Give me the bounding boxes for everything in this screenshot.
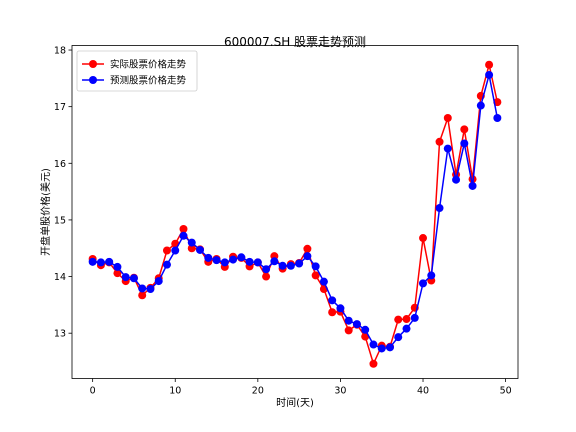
legend-marker-1: [89, 76, 97, 84]
data-point: [485, 60, 494, 69]
legend-label-0: 实际股票价格走势: [110, 59, 187, 71]
data-point: [196, 245, 205, 254]
data-point: [369, 340, 378, 349]
data-point: [295, 259, 304, 268]
data-point: [303, 244, 312, 253]
data-point: [245, 257, 254, 266]
data-point: [485, 70, 494, 79]
plot-frame: [71, 45, 519, 379]
data-point: [344, 326, 353, 335]
data-point: [394, 315, 403, 324]
data-point: [402, 315, 411, 324]
data-point: [443, 144, 452, 153]
data-point: [402, 324, 411, 333]
data-point: [237, 253, 246, 262]
data-point: [270, 257, 279, 266]
data-point: [179, 231, 188, 240]
data-point: [253, 258, 262, 267]
data-point: [419, 279, 428, 288]
data-point: [410, 313, 419, 322]
data-point: [369, 359, 378, 368]
data-point: [278, 261, 287, 270]
x-tick-label: 50: [500, 386, 512, 397]
data-point: [385, 343, 394, 352]
x-tick-label: 20: [252, 386, 264, 397]
data-point: [220, 258, 229, 267]
y-tick-label: 14: [54, 272, 66, 283]
data-point: [377, 344, 386, 353]
data-point: [435, 204, 444, 213]
series-layer: [88, 60, 502, 368]
data-point: [262, 265, 271, 274]
data-point: [352, 320, 361, 329]
data-point: [419, 234, 428, 243]
data-point: [435, 137, 444, 146]
x-axis-label: 时间(天): [276, 396, 314, 409]
data-point: [204, 253, 213, 262]
data-point: [394, 333, 403, 342]
data-point: [361, 325, 370, 334]
data-point: [162, 260, 171, 269]
data-point: [344, 316, 353, 325]
y-tick-label: 17: [54, 102, 66, 113]
legend-label-1: 预测股票价格走势: [110, 75, 187, 87]
y-tick-label: 16: [54, 159, 66, 170]
data-point: [336, 304, 345, 313]
data-point: [105, 257, 114, 266]
data-point: [154, 277, 163, 286]
data-point: [460, 139, 469, 148]
data-point: [468, 181, 477, 190]
legend-marker-0: [89, 60, 97, 68]
data-point: [212, 256, 221, 265]
data-point: [129, 274, 138, 283]
y-tick-label: 13: [54, 329, 66, 340]
y-axis: 13 14 15 16 17 18: [54, 46, 72, 340]
data-point: [328, 296, 337, 305]
data-point: [162, 246, 171, 255]
data-point: [146, 285, 155, 294]
data-point: [311, 271, 320, 280]
data-point: [179, 224, 188, 233]
series-line-1: [92, 74, 499, 350]
series-line-0: [92, 64, 499, 366]
data-point: [88, 257, 97, 266]
data-point: [121, 273, 130, 282]
x-tick-label: 10: [169, 386, 181, 397]
data-point: [229, 255, 238, 264]
data-point: [113, 262, 122, 271]
x-tick-label: 0: [90, 386, 96, 397]
data-point: [171, 246, 180, 255]
data-point: [311, 262, 320, 271]
data-point: [493, 113, 502, 122]
y-axis-label: 开盘单股价格(美元): [39, 168, 52, 256]
y-tick-label: 18: [54, 46, 66, 57]
data-point: [460, 125, 469, 134]
data-point: [286, 261, 295, 270]
x-tick-label: 30: [334, 386, 346, 397]
data-point: [138, 291, 147, 300]
data-point: [427, 271, 436, 280]
data-point: [187, 238, 196, 247]
data-point: [476, 101, 485, 110]
data-point: [303, 252, 312, 261]
data-point: [443, 113, 452, 122]
x-tick-label: 40: [417, 386, 429, 397]
x-axis: 0 10 20 30 40 50: [90, 378, 512, 397]
data-point: [328, 308, 337, 317]
data-point: [262, 272, 271, 281]
data-point: [96, 258, 105, 267]
data-point: [319, 277, 328, 286]
data-point: [452, 175, 461, 184]
y-tick-label: 15: [54, 215, 66, 226]
data-point: [138, 284, 147, 293]
legend-box: [76, 50, 198, 92]
chart-title: 600007.SH 股票走势预测: [224, 35, 366, 49]
data-point: [187, 244, 196, 253]
data-point: [113, 269, 122, 278]
